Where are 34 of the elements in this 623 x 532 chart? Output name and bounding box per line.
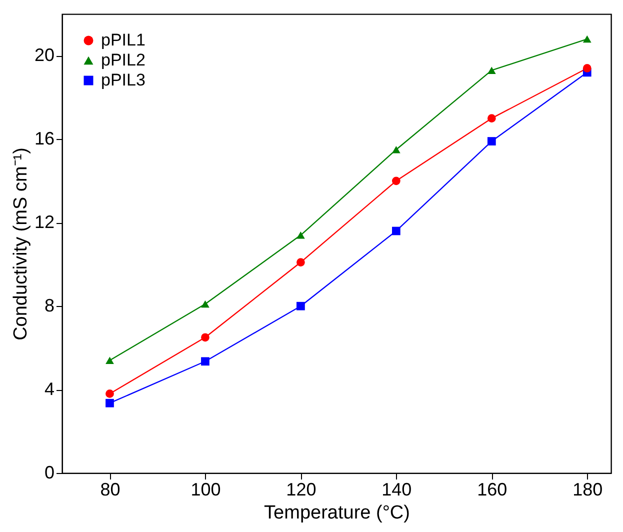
x-tick-label: 160 <box>477 480 508 500</box>
point <box>582 35 592 43</box>
point <box>201 300 210 308</box>
point <box>296 232 305 239</box>
point <box>106 390 114 398</box>
point <box>487 66 496 74</box>
legend-label: pPIL3 <box>101 70 146 90</box>
y-axis-title: Conductivity (mS cm⁻¹) <box>10 148 32 340</box>
point <box>487 114 496 122</box>
x-tick-label: 140 <box>382 480 412 500</box>
legend-label: pPIL1 <box>101 30 146 50</box>
x-tick-label: 120 <box>286 480 316 500</box>
point <box>487 137 496 146</box>
x-axis-title: Temperature (°C) <box>264 502 410 524</box>
point <box>106 398 114 408</box>
point <box>392 226 400 236</box>
point <box>201 357 210 366</box>
point <box>296 258 305 266</box>
x-tick-label: 100 <box>190 480 221 500</box>
point <box>201 333 210 342</box>
y-tick-label: 16 <box>34 128 54 149</box>
x-tick-label: 80 <box>100 480 120 500</box>
y-tick-label: 4 <box>44 379 54 400</box>
point <box>106 356 114 364</box>
point <box>582 64 592 72</box>
point <box>392 146 400 154</box>
y-tick-label: 12 <box>34 212 54 232</box>
x-tick-label: 180 <box>572 480 603 500</box>
y-tick-label: 8 <box>44 296 54 316</box>
point <box>296 302 305 310</box>
y-tick-label: 0 <box>44 462 54 482</box>
y-tick-label: 20 <box>34 45 54 66</box>
point <box>392 176 400 186</box>
legend-label: pPIL2 <box>101 50 146 70</box>
